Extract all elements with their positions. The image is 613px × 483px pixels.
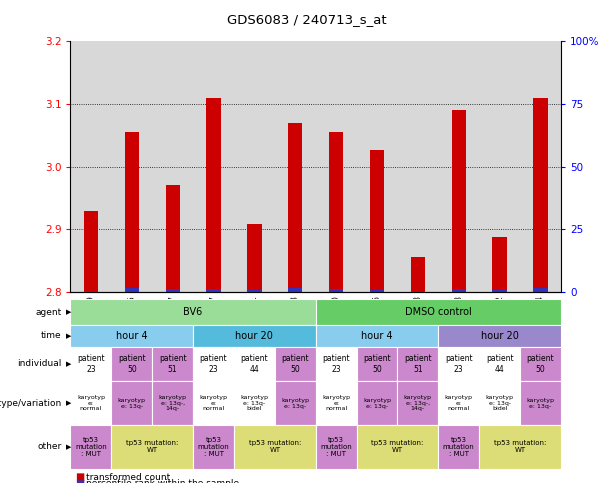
Text: patient
23: patient 23	[200, 354, 227, 374]
Bar	[84, 211, 98, 292]
Text: patient
51: patient 51	[404, 354, 432, 374]
Bar	[288, 288, 302, 292]
Text: tp53
mutation
: MUT: tp53 mutation : MUT	[197, 437, 229, 457]
Bar	[84, 291, 98, 292]
Text: patient
50: patient 50	[527, 354, 554, 374]
Text: other: other	[37, 442, 61, 452]
Text: percentile rank within the sample: percentile rank within the sample	[86, 479, 240, 483]
Bar	[397, 41, 438, 292]
Bar	[112, 41, 152, 292]
Text: GDS6083 / 240713_s_at: GDS6083 / 240713_s_at	[227, 14, 386, 27]
Text: tp53
mutation
: MUT: tp53 mutation : MUT	[75, 437, 107, 457]
Bar	[166, 289, 180, 292]
Text: genotype/variation: genotype/variation	[0, 398, 61, 408]
Bar	[193, 41, 234, 292]
Text: ▶: ▶	[66, 333, 72, 339]
Text: hour 4: hour 4	[116, 331, 148, 341]
Bar	[70, 41, 112, 292]
Text: tp53 mutation:
WT: tp53 mutation: WT	[126, 440, 178, 454]
Text: karyotyp
e: 13q-
bidel: karyotyp e: 13q- bidel	[240, 395, 268, 412]
Bar	[247, 290, 262, 292]
Text: agent: agent	[35, 308, 61, 317]
Text: karyotyp
e:
normal: karyotyp e: normal	[77, 395, 105, 412]
Text: individual: individual	[17, 359, 61, 369]
Bar	[166, 185, 180, 292]
Text: karyotyp
e: 13q-,
14q-: karyotyp e: 13q-, 14q-	[404, 395, 432, 412]
Bar	[520, 41, 561, 292]
Text: ▶: ▶	[66, 444, 72, 450]
Text: patient
23: patient 23	[445, 354, 473, 374]
Text: karyotyp
e: 13q-,
14q-: karyotyp e: 13q-, 14q-	[159, 395, 187, 412]
Bar	[357, 41, 397, 292]
Text: transformed count: transformed count	[86, 472, 170, 482]
Text: karyotyp
e:
normal: karyotyp e: normal	[199, 395, 227, 412]
Text: BV6: BV6	[183, 307, 203, 317]
Text: DMSO control: DMSO control	[405, 307, 471, 317]
Bar	[275, 41, 316, 292]
Bar	[411, 257, 425, 292]
Bar	[288, 123, 302, 292]
Text: karyotyp
e: 13q-
bidel: karyotyp e: 13q- bidel	[485, 395, 514, 412]
Text: ▶: ▶	[66, 400, 72, 406]
Bar	[329, 289, 343, 292]
Text: hour 4: hour 4	[361, 331, 393, 341]
Text: ■: ■	[75, 479, 85, 483]
Text: karyotyp
e: 13q-: karyotyp e: 13q-	[527, 398, 555, 409]
Text: tp53 mutation:
WT: tp53 mutation: WT	[494, 440, 546, 454]
Text: patient
23: patient 23	[77, 354, 105, 374]
Bar	[124, 132, 139, 292]
Text: ▶: ▶	[66, 309, 72, 315]
Bar	[438, 41, 479, 292]
Bar	[370, 150, 384, 292]
Bar	[492, 290, 507, 292]
Text: tp53 mutation:
WT: tp53 mutation: WT	[371, 440, 424, 454]
Bar	[207, 98, 221, 292]
Bar	[479, 41, 520, 292]
Bar	[492, 237, 507, 292]
Text: patient
44: patient 44	[240, 354, 268, 374]
Text: hour 20: hour 20	[235, 331, 273, 341]
Bar	[234, 41, 275, 292]
Text: patient
51: patient 51	[159, 354, 186, 374]
Bar	[207, 289, 221, 292]
Text: karyotyp
e: 13q-: karyotyp e: 13q-	[118, 398, 146, 409]
Bar	[316, 41, 357, 292]
Text: time: time	[40, 331, 61, 341]
Text: ▶: ▶	[66, 361, 72, 367]
Bar	[124, 288, 139, 292]
Bar	[152, 41, 193, 292]
Text: patient
50: patient 50	[118, 354, 146, 374]
Bar	[247, 225, 262, 292]
Bar	[370, 290, 384, 292]
Text: tp53
mutation
: MUT: tp53 mutation : MUT	[443, 437, 474, 457]
Text: tp53 mutation:
WT: tp53 mutation: WT	[249, 440, 301, 454]
Bar	[411, 291, 425, 292]
Text: karyotyp
e:
normal: karyotyp e: normal	[444, 395, 473, 412]
Text: patient
23: patient 23	[322, 354, 350, 374]
Text: ■: ■	[75, 472, 85, 482]
Text: patient
50: patient 50	[281, 354, 309, 374]
Text: patient
44: patient 44	[485, 354, 514, 374]
Bar	[452, 289, 466, 292]
Text: hour 20: hour 20	[481, 331, 519, 341]
Bar	[533, 98, 547, 292]
Text: karyotyp
e: 13q-: karyotyp e: 13q-	[281, 398, 310, 409]
Bar	[533, 288, 547, 292]
Text: tp53
mutation
: MUT: tp53 mutation : MUT	[320, 437, 352, 457]
Bar	[452, 110, 466, 292]
Text: patient
50: patient 50	[363, 354, 391, 374]
Text: karyotyp
e:
normal: karyotyp e: normal	[322, 395, 350, 412]
Text: karyotyp
e: 13q-: karyotyp e: 13q-	[363, 398, 391, 409]
Bar	[329, 132, 343, 292]
